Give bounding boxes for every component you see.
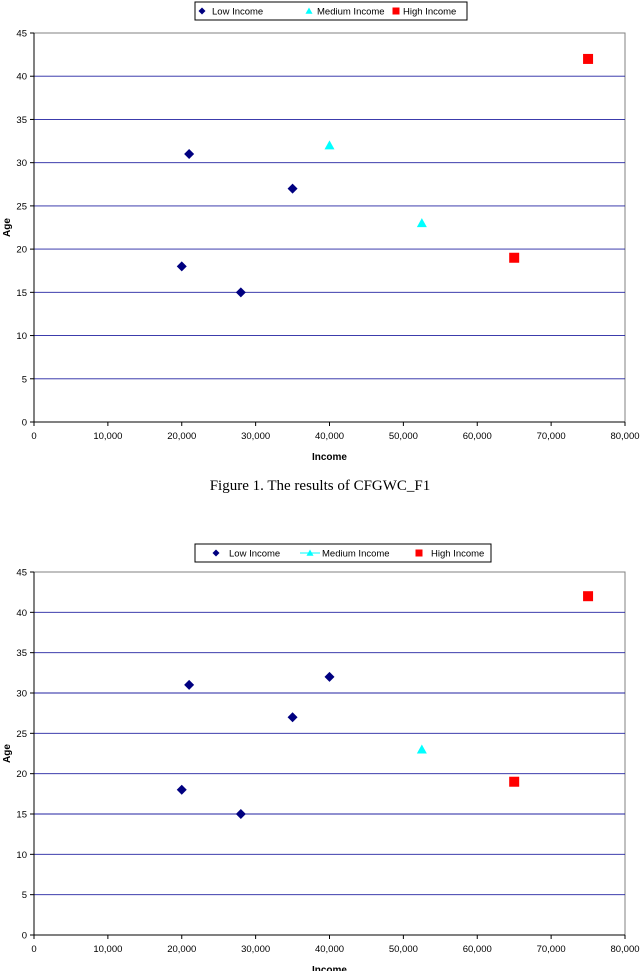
y-tick-label: 35 <box>16 648 27 659</box>
plot-area <box>33 571 626 936</box>
medium-income-point <box>416 744 427 754</box>
figure-caption: Figure 1. The results of CFGWC_F1 <box>209 478 431 494</box>
low-income-point <box>235 287 246 298</box>
x-tick-label: 70,000 <box>537 944 566 955</box>
x-tick-label: 40,000 <box>315 944 344 955</box>
y-tick-label: 10 <box>16 331 27 342</box>
y-tick-label: 30 <box>16 689 27 700</box>
low-income-point <box>184 679 195 690</box>
medium-income-point <box>324 140 335 150</box>
x-axis-label: Income <box>312 965 347 971</box>
low-income-point <box>176 261 187 272</box>
legend-label-low-income: Low Income <box>229 549 280 560</box>
y-tick-label: 15 <box>16 810 27 821</box>
y-tick-label: 40 <box>16 608 27 619</box>
y-tick-label: 5 <box>22 890 27 901</box>
x-tick-label: 50,000 <box>389 944 418 955</box>
y-tick-label: 15 <box>16 288 27 299</box>
high-income-point <box>583 53 594 64</box>
x-tick-label: 60,000 <box>463 431 492 442</box>
high-income-point <box>509 776 520 787</box>
legend-label-high-income: High Income <box>431 549 484 560</box>
low-income-point <box>287 712 298 723</box>
legend-label-medium-income: Medium Income <box>322 549 390 560</box>
legend-label-high-income: High Income <box>403 7 456 18</box>
x-tick-label: 10,000 <box>93 431 122 442</box>
x-tick-label: 0 <box>31 944 36 955</box>
legend-marker-medium-income <box>306 549 314 556</box>
y-tick-label: 45 <box>16 568 27 579</box>
high-income-point <box>583 591 594 602</box>
plot-area <box>33 32 626 423</box>
scatter-chart-2: 0 5 10 15 20 25 30 35 40 45 0 10,000 20,000 30,000 40,… <box>2 543 640 971</box>
x-tick-label: 80,000 <box>610 431 639 442</box>
y-tick-label: 10 <box>16 850 27 861</box>
x-axis-label: Income <box>312 452 347 463</box>
y-tick-label: 35 <box>16 115 27 126</box>
y-axis-label: Age <box>2 218 13 237</box>
x-tick-label: 60,000 <box>463 944 492 955</box>
y-tick-label: 0 <box>22 418 27 429</box>
low-income-point <box>287 183 298 194</box>
y-tick-label: 25 <box>16 729 27 740</box>
legend-marker-low-income <box>198 7 206 15</box>
legend-marker-low-income <box>212 549 220 557</box>
y-axis-label: Age <box>2 744 13 763</box>
x-tick-label: 80,000 <box>610 944 639 955</box>
x-tick-label: 0 <box>31 431 36 442</box>
legend-label-medium-income: Medium Income <box>317 7 385 18</box>
legend-marker-high-income <box>392 7 400 15</box>
x-tick-label: 30,000 <box>241 431 270 442</box>
legend-label-low-income: Low Income <box>212 7 263 18</box>
high-income-point <box>509 252 520 263</box>
y-tick-label: 20 <box>16 769 27 780</box>
x-tick-label: 40,000 <box>315 431 344 442</box>
medium-income-point <box>416 218 427 228</box>
x-tick-label: 50,000 <box>389 431 418 442</box>
legend-marker-medium-income <box>305 7 313 14</box>
low-income-point <box>324 671 335 682</box>
x-tick-label: 20,000 <box>167 944 196 955</box>
legend-marker-high-income <box>415 549 423 557</box>
x-tick-label: 20,000 <box>167 431 196 442</box>
y-tick-label: 20 <box>16 245 27 256</box>
y-tick-label: 40 <box>16 72 27 83</box>
y-tick-label: 0 <box>22 931 27 942</box>
x-tick-label: 70,000 <box>537 431 566 442</box>
y-tick-label: 5 <box>22 374 27 385</box>
legend <box>194 543 492 563</box>
y-tick-label: 45 <box>16 29 27 40</box>
y-tick-label: 25 <box>16 201 27 212</box>
scatter-chart-1: 0 5 10 15 20 25 30 35 40 45 0 10,000 20,000 30,000 40,… <box>2 1 640 463</box>
low-income-point <box>235 809 246 819</box>
x-tick-label: 30,000 <box>241 944 270 955</box>
low-income-point <box>184 149 195 160</box>
y-tick-label: 30 <box>16 158 27 169</box>
legend <box>194 1 468 21</box>
x-tick-label: 10,000 <box>93 944 122 955</box>
low-income-point <box>176 784 187 795</box>
